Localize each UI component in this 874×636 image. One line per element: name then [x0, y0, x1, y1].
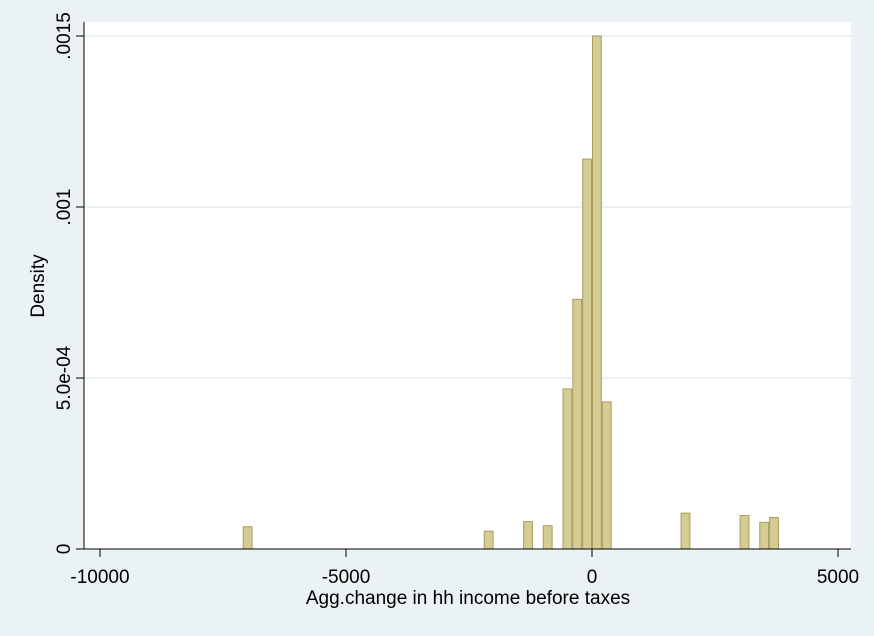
- histogram-bar-10: [739, 514, 750, 550]
- histogram-bar-3: [542, 525, 553, 550]
- x-tick-label-2: 0: [587, 567, 598, 588]
- x-axis-ticks: -10000 -5000 0 5000: [70, 549, 859, 588]
- histogram-bar-4: [562, 388, 573, 550]
- histogram-bar-0: [242, 526, 253, 550]
- x-axis-title: Agg.change in hh income before taxes: [306, 588, 630, 609]
- plot-area: [84, 22, 851, 549]
- x-tick-label-3: 5000: [817, 567, 859, 588]
- y-tick-label-3: .0015: [54, 12, 75, 60]
- x-tick-label-1: -5000: [322, 567, 371, 588]
- y-tick-label-1: 5.0e-04: [54, 345, 75, 410]
- histogram-bar-8: [601, 401, 612, 550]
- histogram-bar-12: [769, 517, 779, 550]
- histogram-bar-1: [483, 530, 494, 550]
- histogram-bar-9: [680, 512, 691, 550]
- y-tick-label-2: .001: [54, 189, 75, 226]
- histogram-bar-6: [582, 158, 592, 550]
- y-axis-title: Density: [28, 254, 49, 318]
- grid-lines: [85, 35, 851, 379]
- histogram-bar-7: [592, 35, 602, 550]
- x-tick-label-0: -10000: [70, 567, 129, 588]
- y-tick-label-0: 0: [54, 544, 75, 555]
- histogram-bar-11: [759, 521, 770, 550]
- histogram-bar-5: [572, 298, 583, 550]
- histogram-bar-2: [523, 521, 533, 550]
- y-axis-ticks: 0 5.0e-04 .001 .0015: [54, 12, 84, 554]
